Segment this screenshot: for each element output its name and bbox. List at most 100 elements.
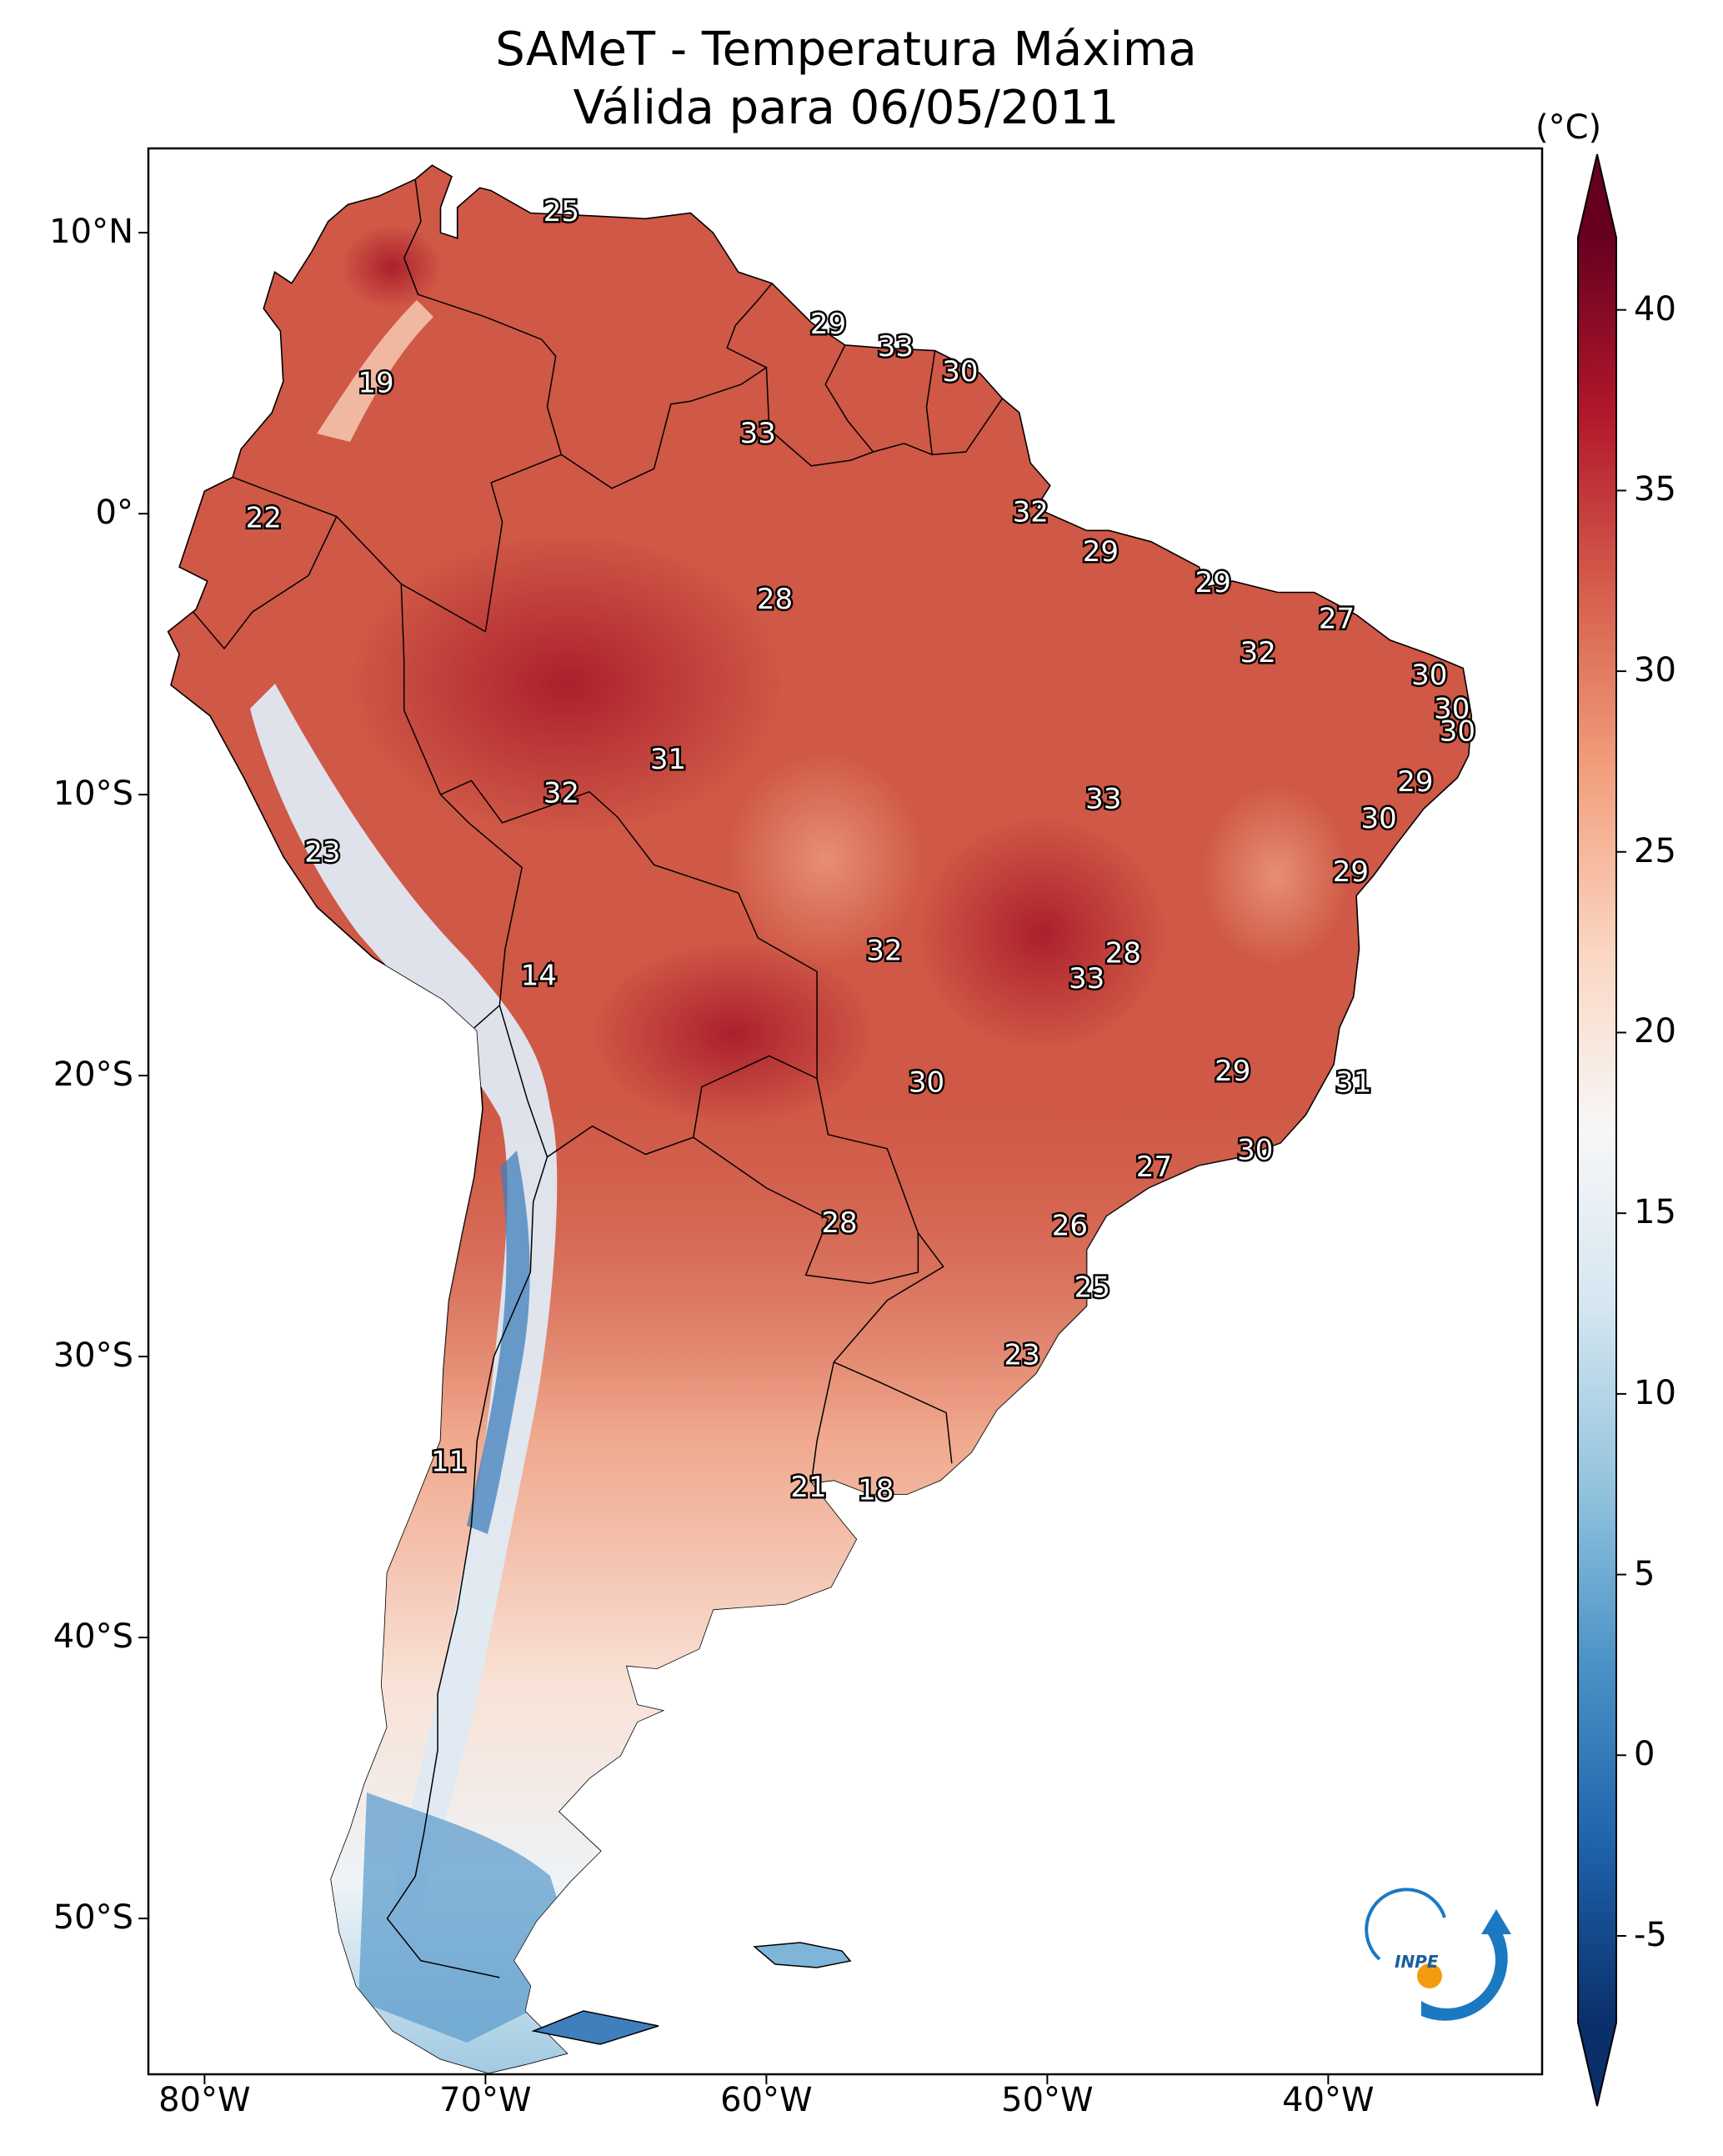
colorbar-body [1578,238,1616,2023]
temperature-label: 25 [1074,1271,1110,1305]
temperature-label: 30 [1360,802,1396,835]
temperature-label: 30 [1440,715,1475,749]
temperature-label: 29 [1215,1055,1250,1088]
lon-label: 80°W [158,2081,251,2119]
temperature-label: 33 [1069,962,1104,995]
temperature-label: 29 [1195,566,1231,599]
colorbar-bottom-arrow [1578,2023,1616,2106]
lon-label: 60°W [720,2081,813,2119]
colorbar-tick-label: 40 [1634,289,1676,328]
andes-cold-core [467,1151,530,1534]
logo-sun-icon [1417,1963,1442,1988]
inpe-logo: INPE [1365,1888,1511,2021]
chart-title-line1: SAMeT - Temperatura Máxima [495,23,1197,77]
colorbar [1577,153,1626,2107]
border-line [560,283,773,489]
lat-label: 10°S [53,775,133,814]
lat-label: 30°S [53,1336,133,1376]
colorbar-tick-label: 0 [1634,1735,1655,1774]
temperature-label: 30 [1411,659,1447,692]
logo-arc-thin [1365,1888,1446,1961]
lon-label: 70°W [439,2081,532,2119]
country-borders [193,179,1004,1978]
falkland-islands [753,1942,852,1968]
lat-label: 0° [95,494,133,533]
border-line [833,1361,953,1464]
temperature-label: 32 [543,777,579,810]
temperature-label: 27 [1136,1151,1172,1184]
warm-zone-mato-grosso [725,750,925,967]
colorbar-unit: (°C) [1535,108,1602,147]
border-line [765,344,874,467]
temperature-label: 29 [810,308,846,341]
lat-label: 20°S [53,1055,133,1095]
temperature-label: 28 [821,1206,857,1240]
border-line [810,1232,944,1483]
colorbar-tick-label: 5 [1634,1554,1655,1593]
hot-zone-west-amazon [350,534,784,834]
map-frame [147,147,1544,2076]
temperature-label: 28 [1105,937,1141,970]
tierra-del-fuego [531,2010,659,2045]
temperature-label: 32 [1013,496,1049,529]
border-line [193,516,338,650]
temperature-label: 33 [1085,782,1121,815]
temperature-label: 32 [866,934,902,967]
lat-label: 50°S [53,1898,133,1938]
axis-ticks [138,232,1330,2084]
colombian-andes-cool [317,300,433,442]
border-line [232,179,563,633]
lat-label: 10°N [49,213,133,252]
border-line [693,1078,919,1285]
temperature-label: 30 [1434,693,1470,726]
border-line [386,1156,548,1978]
colorbar-outline [1577,153,1617,2107]
colorbar-tick-label: 10 [1634,1373,1676,1412]
hot-zone-pantanal [592,942,875,1126]
border-line [440,780,818,1158]
lat-label: 40°S [53,1617,133,1657]
temperature-label: 25 [543,195,579,228]
temperature-label: 23 [304,835,340,869]
andes-cool-band [250,684,558,1918]
temperature-label: 21 [790,1471,826,1504]
colorbar-tick-label: 25 [1634,831,1676,870]
colorbar-tick-label: 20 [1634,1012,1676,1051]
temperature-label: 28 [757,583,793,616]
temperature-label: 23 [1004,1339,1039,1372]
chart-title-line2: Válida para 06/05/2011 [573,81,1119,135]
temperature-label: 33 [740,417,776,450]
logo-arrow-icon [1421,1909,1511,2021]
temperature-label: 22 [246,501,282,534]
temperature-label: 29 [1083,535,1119,569]
temperature-label: 14 [521,960,557,993]
temperature-label: 33 [878,330,914,364]
temperature-label: 31 [1335,1066,1371,1100]
warm-zone-bahia [1200,784,1350,967]
colorbar-tick-label: 15 [1634,1193,1676,1232]
temperature-label: 30 [909,1066,944,1100]
temperature-label: 18 [858,1473,894,1507]
temperature-label: 31 [650,743,686,776]
lon-label: 40°W [1282,2081,1375,2119]
temperature-label: 11 [431,1446,467,1479]
temperature-label: 30 [942,355,978,389]
temperature-label: 27 [1319,603,1355,636]
colorbar-ticks [1616,308,1626,1937]
colorbar-tick-label: 30 [1634,651,1676,690]
temperature-label: 29 [1397,765,1433,799]
logo-text: INPE [1395,1952,1439,1972]
colorbar-top-arrow [1578,154,1616,238]
temperature-label: 19 [358,367,393,400]
hot-zone-central-brazil [917,817,1167,1050]
lon-label: 50°W [1001,2081,1094,2119]
colorbar-tick-label: -5 [1634,1915,1667,1954]
temperature-label: 30 [1237,1134,1273,1167]
border-line [400,584,523,1029]
temperature-label: 26 [1052,1210,1088,1243]
hot-zone-maracaibo [342,225,442,308]
colorbar-tick-label: 35 [1634,470,1676,509]
temperature-label: 29 [1333,855,1369,889]
